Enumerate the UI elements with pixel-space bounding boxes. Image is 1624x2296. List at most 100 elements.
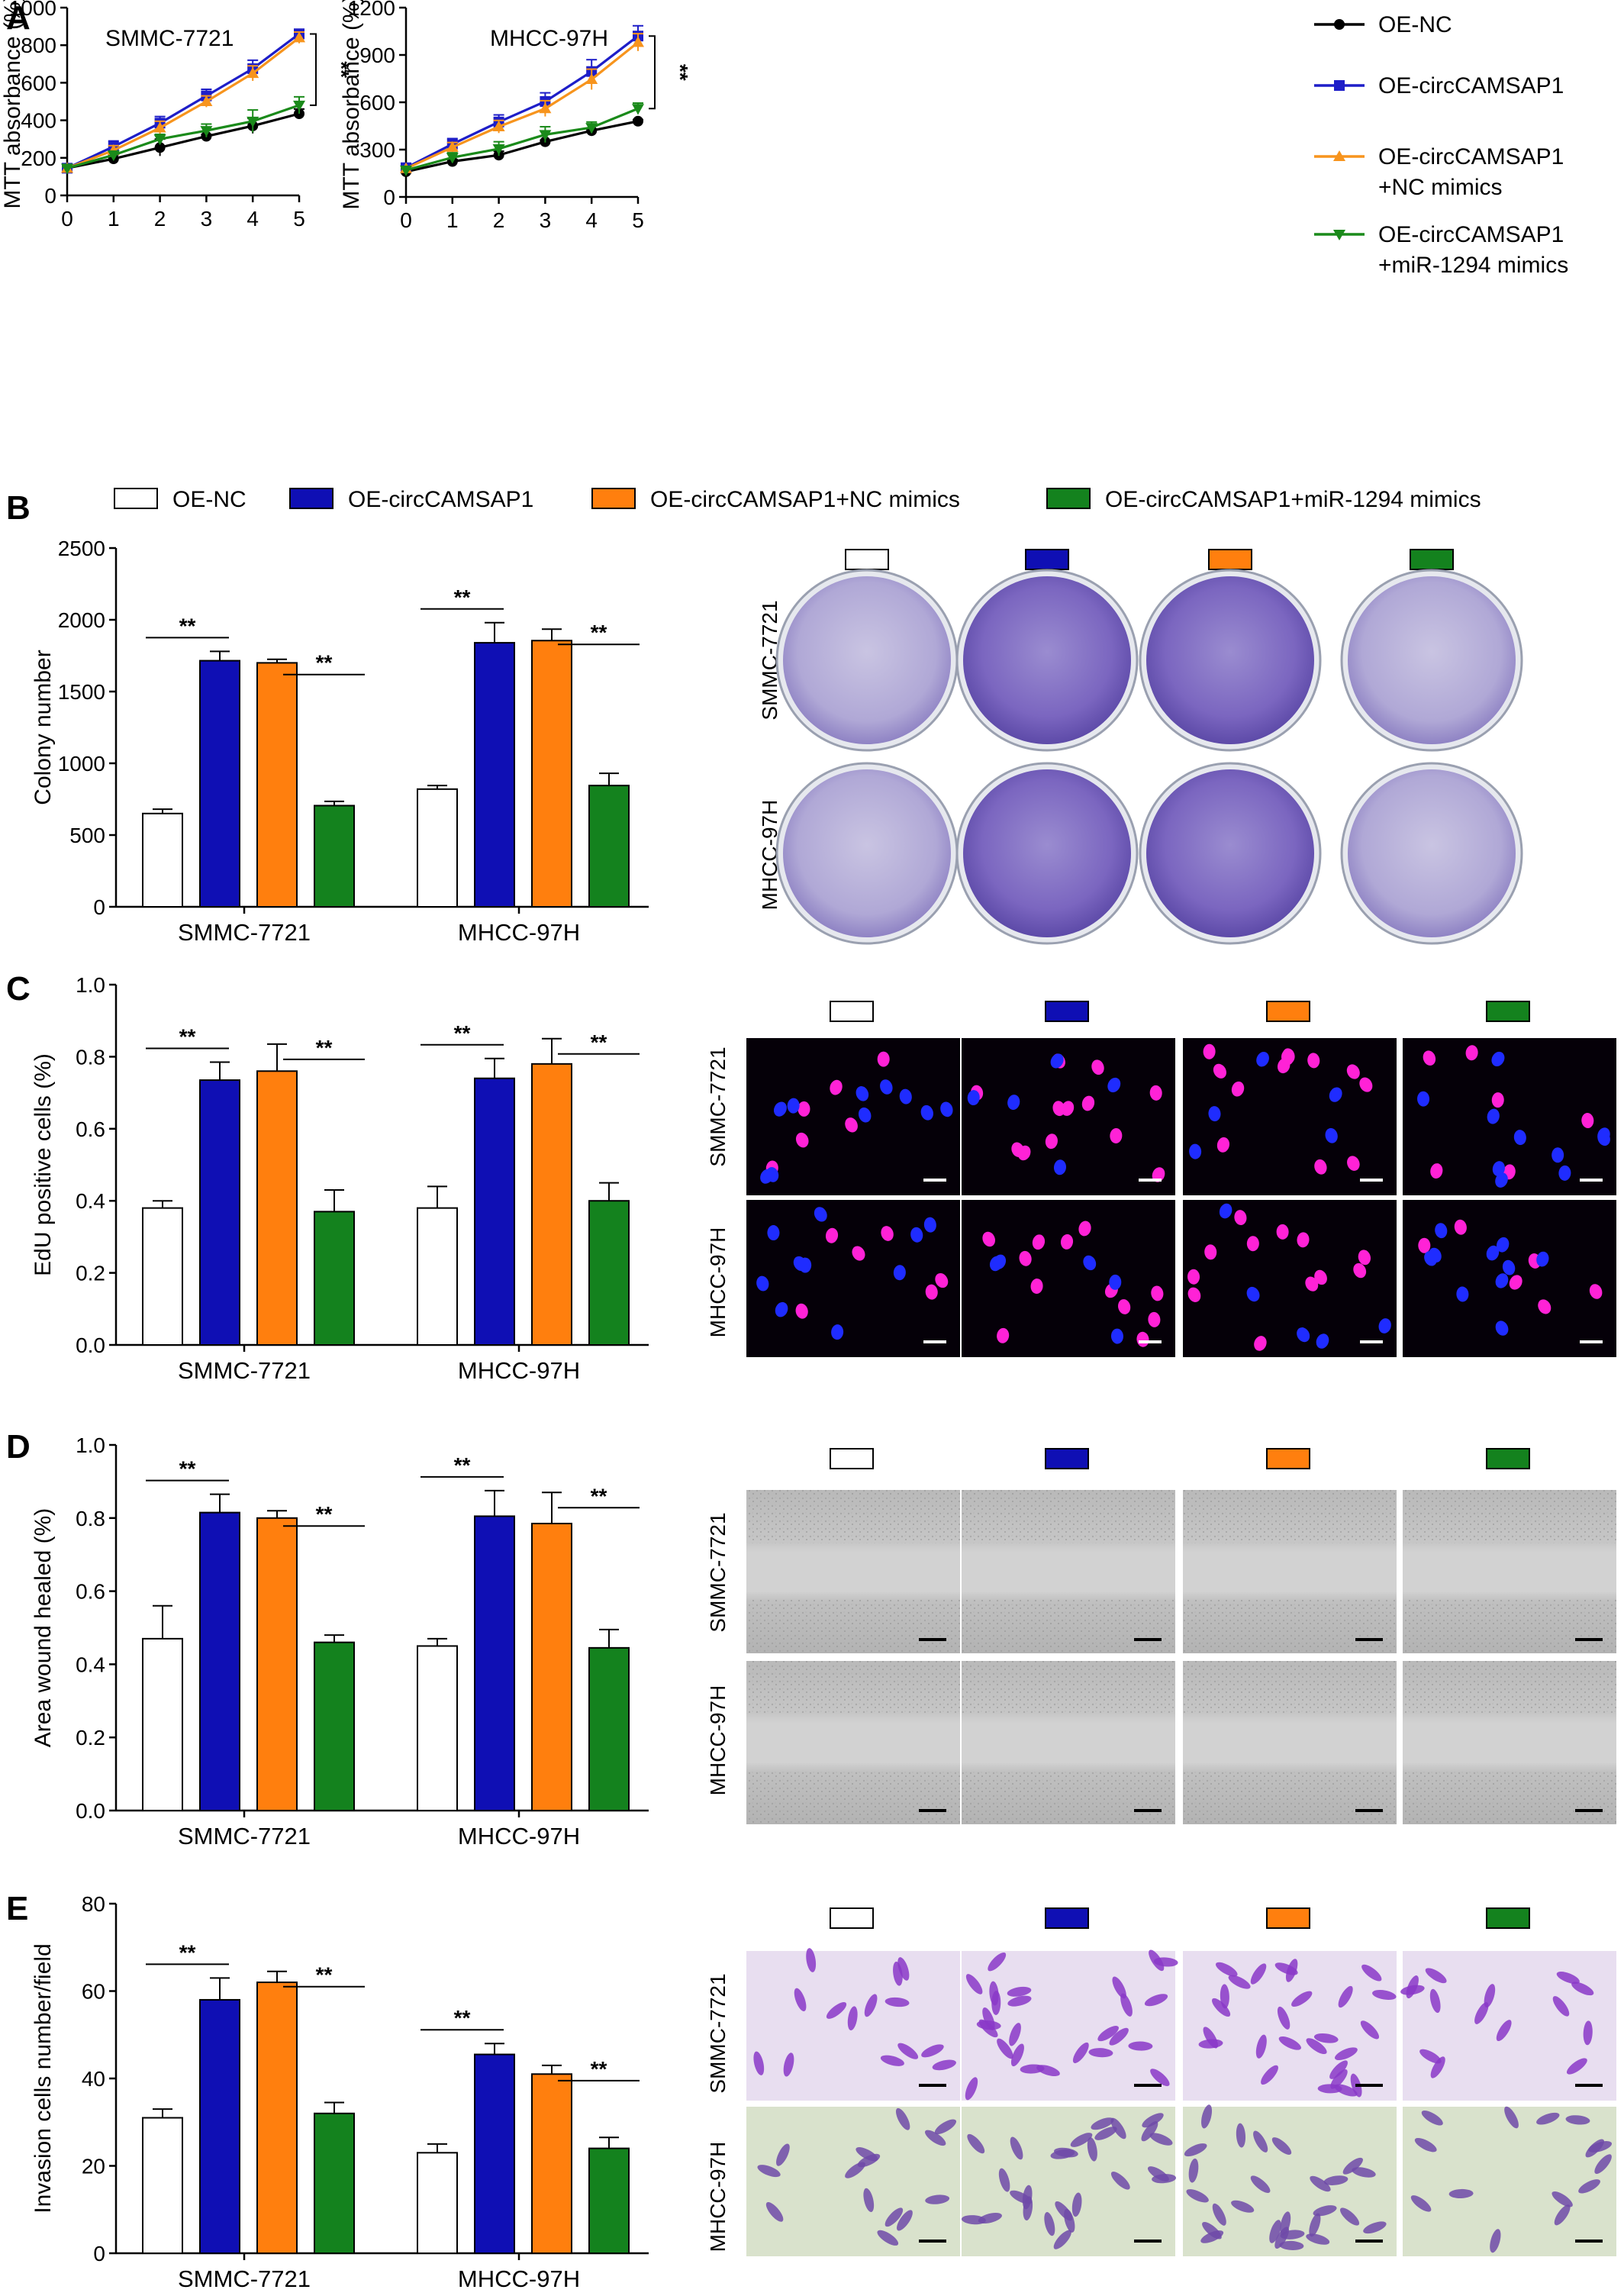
- dapi-nucleus: [1597, 1130, 1610, 1146]
- significance-label: **: [669, 64, 692, 81]
- bar: [531, 640, 572, 908]
- x-tick-label: 3: [540, 208, 552, 232]
- x-tick-label: 0: [61, 207, 73, 231]
- edu-nucleus: [1589, 1284, 1603, 1299]
- data-point: [200, 95, 213, 106]
- legend-marker: [1334, 80, 1345, 91]
- invading-cell: [1110, 2117, 1126, 2140]
- edu-nucleus: [1231, 1081, 1245, 1097]
- cell-layer: [746, 1600, 960, 1653]
- invading-cell: [1150, 2069, 1170, 2087]
- edu-nucleus: [1346, 1064, 1360, 1079]
- edu-nucleus: [1032, 1234, 1046, 1250]
- invading-cell: [877, 2230, 899, 2246]
- row-label: MHCC-97H: [706, 1227, 730, 1338]
- dapi-nucleus: [814, 1207, 827, 1222]
- dish: [783, 769, 951, 937]
- tile-background: [1403, 1200, 1616, 1357]
- edu-tile: [962, 1200, 1175, 1357]
- bar: [199, 1998, 240, 2254]
- bar: [142, 1207, 183, 1346]
- invading-cell: [1215, 1962, 1238, 1977]
- dapi-nucleus: [1219, 1203, 1232, 1219]
- invading-cell: [826, 2002, 847, 2019]
- panel-letter-e: E: [6, 1890, 28, 1927]
- category-label: SMMC-7721: [178, 2265, 311, 2292]
- invading-cell: [1279, 2240, 1304, 2250]
- edu-nucleus: [1359, 1077, 1373, 1092]
- y-tick-label: 1000: [9, 0, 56, 20]
- y-tick-label: 20: [82, 2155, 105, 2178]
- significance-label: **: [591, 621, 607, 644]
- bar-chart-c: 0.0 0.2 0.4 0.6 0.8 1.0 EdU positive cells (%)…: [31, 973, 649, 1384]
- invasion-tile: [1183, 1951, 1397, 2101]
- row-label: MHCC-97H: [706, 2142, 730, 2252]
- invading-cell: [1141, 2121, 1158, 2142]
- edu-nucleus: [1509, 1275, 1522, 1290]
- invading-cell: [1566, 2058, 1587, 2075]
- bar: [474, 2053, 515, 2254]
- invading-cell: [1009, 2023, 1021, 2046]
- dapi-nucleus: [1107, 1077, 1121, 1093]
- bar: [314, 805, 355, 908]
- invading-cell: [776, 2143, 790, 2166]
- invading-cell: [880, 2055, 904, 2066]
- edu-nucleus: [1423, 1050, 1436, 1066]
- invading-cell: [1342, 2157, 1363, 2175]
- dapi-nucleus: [1435, 1223, 1448, 1239]
- edu-nucleus: [1019, 1250, 1032, 1266]
- legend-label: OE-NC: [1378, 12, 1452, 37]
- invading-cell: [1255, 2034, 1267, 2059]
- invading-cell: [1474, 2002, 1489, 2024]
- dapi-nucleus: [787, 1098, 800, 1114]
- y-tick-label: 0.0: [76, 1799, 105, 1823]
- significance-label: **: [316, 1502, 333, 1526]
- y-tick-label: 0.8: [76, 1045, 105, 1069]
- row-label: SMMC-7721: [706, 1512, 730, 1632]
- bar-chart-e: 0 20 40 60 80 Invasion cells number/field SMMC…: [31, 1892, 649, 2292]
- series-3: [61, 95, 305, 175]
- edu-nucleus: [1187, 1269, 1200, 1285]
- data-point: [107, 150, 120, 162]
- dapi-nucleus: [1329, 1087, 1342, 1102]
- bar: [256, 1982, 298, 2255]
- invading-cell: [1250, 2175, 1271, 2193]
- bar: [474, 1077, 515, 1346]
- edu-nucleus: [1060, 1233, 1074, 1250]
- invading-cell: [1236, 2123, 1246, 2148]
- invading-cell: [884, 1997, 910, 2007]
- significance-label: **: [591, 1030, 607, 1054]
- data-point: [632, 36, 644, 47]
- data-point: [200, 126, 213, 137]
- bar: [417, 1207, 458, 1346]
- invading-cell: [1144, 1994, 1168, 2007]
- group-swatch: [1486, 1001, 1530, 1022]
- series-line: [66, 104, 300, 169]
- tile-background: [1403, 2107, 1616, 2256]
- invading-cell: [753, 2051, 765, 2075]
- invading-cell: [1072, 2042, 1089, 2063]
- significance-label: **: [591, 1484, 607, 1508]
- invading-cell: [864, 1994, 878, 2017]
- edu-nucleus: [1030, 1279, 1043, 1295]
- row-label: SMMC-7721: [706, 1046, 730, 1166]
- data-point: [293, 100, 305, 111]
- edu-nucleus: [1091, 1059, 1104, 1075]
- invading-cell: [1496, 2020, 1512, 2042]
- group-swatch: [1045, 1001, 1089, 1022]
- invading-cell: [1071, 2192, 1082, 2217]
- dapi-nucleus: [756, 1275, 769, 1292]
- bar: [588, 785, 630, 908]
- invading-cell: [897, 2043, 919, 2059]
- invading-cell: [1363, 2221, 1387, 2234]
- category-label: MHCC-97H: [458, 1823, 580, 1849]
- tile-background: [962, 1038, 1175, 1195]
- dapi-nucleus: [1486, 1245, 1500, 1261]
- y-tick-label: 0.2: [76, 1726, 105, 1749]
- invading-cell: [1484, 1984, 1496, 2008]
- cell-layer: [1183, 1661, 1397, 1714]
- dapi-nucleus: [1492, 1161, 1506, 1176]
- bar-chart-d: 0.0 0.2 0.4 0.6 0.8 1.0 Area wound healed (%) S…: [31, 1433, 649, 1849]
